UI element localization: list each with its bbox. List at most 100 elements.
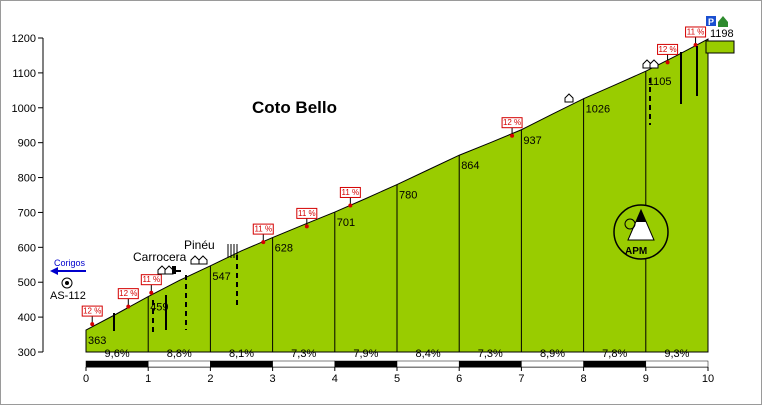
km-bar-segment: [521, 360, 584, 368]
y-tick-label: 800: [18, 173, 36, 185]
badge-point: [304, 224, 309, 229]
slope-badge-label: 11 %: [342, 188, 360, 197]
road-sign-icon: [61, 277, 73, 289]
svg-text:P: P: [708, 17, 714, 27]
fence-icon: [227, 244, 238, 258]
slope-badge: [685, 26, 707, 38]
km-dividers: [85, 71, 647, 352]
km-bar-segment: [147, 360, 211, 368]
km-altitude-label: 628: [275, 243, 293, 255]
slope-badge: [252, 223, 274, 235]
summit-altitude: 1198: [710, 28, 734, 40]
badge-point: [261, 240, 266, 245]
y-tick-label: 900: [18, 138, 36, 150]
segment-slope-label: 8,8%: [167, 348, 192, 360]
place-carrocera: Carrocera: [133, 250, 187, 264]
badge-point: [149, 290, 154, 295]
refuge-icon: [718, 16, 728, 27]
x-tick-label: 2: [207, 373, 213, 385]
y-tick-label: 400: [18, 312, 36, 324]
badge-point: [693, 42, 698, 47]
km-bar-segment: [396, 360, 460, 368]
segment-slope-label: 9,3%: [664, 348, 689, 360]
hiker-icon: [172, 266, 181, 274]
x-tick-label: 1: [145, 373, 151, 385]
road-markers: [113, 46, 698, 332]
km-altitude-label: 1026: [586, 104, 610, 116]
badge-point: [90, 322, 95, 327]
km-bar-segment: [85, 360, 149, 368]
km-altitude-label: 864: [461, 160, 479, 172]
svg-text:APM: APM: [625, 246, 647, 257]
badge-point: [665, 60, 670, 65]
km-bar-segment: [645, 360, 709, 368]
segment-slopes: 9,6% 8,8% 8,1% 7,3% 7,9% 8,4% 7,3% 8,9% 7,8% 9,3%: [105, 348, 690, 360]
x-tick-label: 6: [456, 373, 462, 385]
start-direction: Corigos: [54, 258, 86, 268]
slope-badge: [657, 43, 679, 55]
y-tick-label: 1000: [12, 103, 36, 115]
x-tick-label: 8: [581, 373, 587, 385]
segment-slope-label: 8,1%: [229, 348, 254, 360]
summit-box: [705, 40, 735, 54]
slope-badge: [501, 117, 523, 129]
x-axis-ticks: 0 1 2 3 4 5 6 7 8 9 10: [83, 367, 714, 385]
x-tick-label: 0: [83, 373, 89, 385]
x-tick-label: 9: [643, 373, 649, 385]
start-road-label: AS-112: [50, 290, 86, 302]
segment-slope-label: 7,8%: [602, 348, 627, 360]
y-tick-label: 500: [18, 277, 36, 289]
slope-badge: [339, 186, 361, 198]
parking-icon: P: [706, 16, 716, 27]
km-bar-segment: [583, 360, 647, 368]
slope-badge-label: 11 %: [254, 225, 272, 234]
segment-slope-label: 7,9%: [353, 348, 378, 360]
km-bar-segment: [334, 360, 398, 368]
house-icon: [157, 59, 659, 275]
apm-logo-icon: APM: [613, 204, 669, 260]
badge-point: [126, 304, 131, 309]
km-bar-segment: [458, 360, 522, 368]
altitude-labels: 363459547628701780864937102611051197: [88, 42, 733, 347]
x-tick-label: 3: [270, 373, 276, 385]
y-tick-label: 700: [18, 207, 36, 219]
x-tick-label: 5: [394, 373, 400, 385]
x-tick-label: 4: [332, 373, 338, 385]
slope-badge-label: 11 %: [687, 27, 705, 36]
x-tick-label: 10: [702, 373, 714, 385]
slope-badge-label: 12 %: [119, 289, 137, 298]
y-tick-label: 1100: [12, 68, 36, 80]
km-altitude-label: 547: [212, 271, 230, 283]
segment-slope-label: 7,3%: [478, 348, 503, 360]
km-altitude-label: 1105: [648, 76, 672, 88]
segment-slope-label: 8,9%: [540, 348, 565, 360]
slope-badge-label: 11 %: [298, 209, 316, 218]
x-tick-label: 7: [518, 373, 524, 385]
y-tick-label: 600: [18, 242, 36, 254]
segment-slope-label: 7,3%: [291, 348, 316, 360]
km-altitude-label: 780: [399, 190, 417, 202]
y-tick-label: 300: [18, 347, 36, 359]
km-bar-segment: [272, 360, 336, 368]
km-altitude-label: 363: [88, 335, 106, 347]
km-bar-segment: [210, 360, 273, 368]
y-tick-label: 1200: [12, 33, 36, 45]
place-pineu: Pinéu: [184, 238, 215, 252]
slope-badge: [81, 305, 103, 317]
km-altitude-label: 937: [523, 135, 541, 147]
slope-badge-label: 12 %: [503, 118, 521, 127]
y-axis-ticks: 300 400 500 600 700 800 900 1000 1100 1200: [12, 33, 43, 359]
slope-badge-label: 11 %: [142, 275, 160, 284]
slope-badge: [296, 207, 318, 219]
slope-badges: 12 % 12 % 11 % 11 % 11 % 11 % 12 % 12 % 11 %: [81, 26, 707, 327]
slope-badge: [117, 288, 139, 300]
slope-badge-label: 12 %: [658, 45, 676, 54]
segment-slope-label: 9,6%: [105, 348, 130, 360]
km-altitude-label: 459: [150, 302, 168, 314]
badge-point: [510, 133, 515, 138]
km-bar: [85, 360, 709, 368]
km-altitude-label: 701: [337, 217, 355, 229]
badge-point: [348, 203, 353, 208]
segment-slope-label: 8,4%: [416, 348, 441, 360]
